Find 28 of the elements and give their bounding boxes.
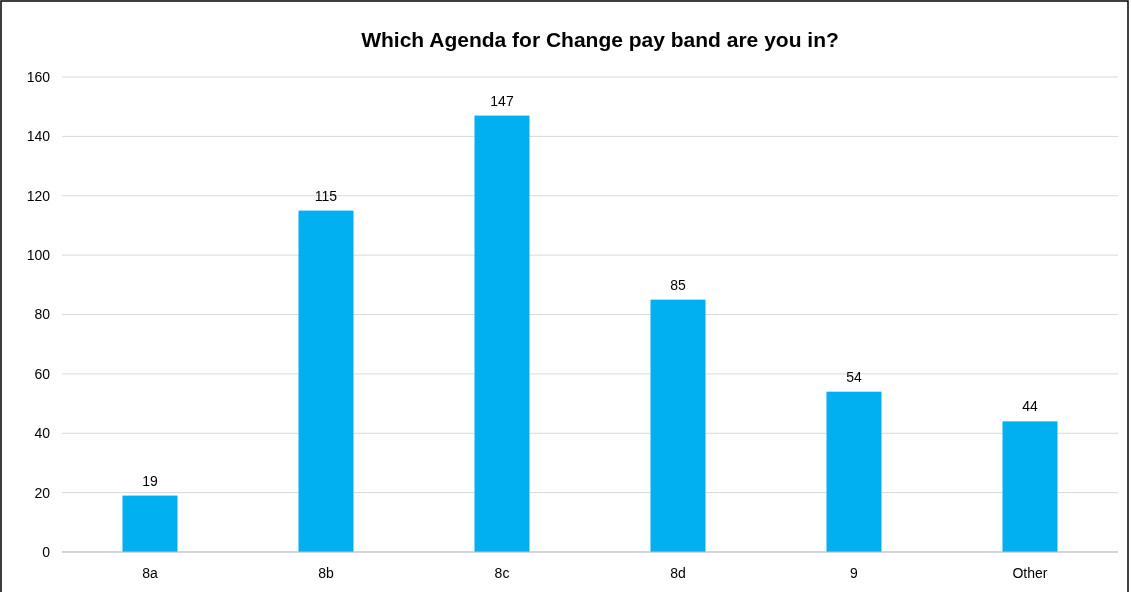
bar	[474, 115, 530, 552]
data-label: 54	[846, 368, 862, 385]
y-tick-label: 0	[42, 543, 51, 560]
x-tick-label: 8d	[670, 565, 686, 581]
y-tick-label: 160	[26, 68, 51, 85]
y-tick-label: 40	[34, 425, 51, 442]
bar	[826, 391, 882, 552]
x-tick-label: 8b	[318, 565, 334, 581]
x-tick-label: 8c	[494, 565, 510, 581]
bar	[122, 495, 178, 552]
y-tick-label: 120	[26, 187, 51, 204]
y-tick-label: 80	[34, 306, 51, 323]
data-label: 115	[314, 187, 338, 204]
y-tick-label: 140	[26, 128, 51, 145]
data-label: 44	[1022, 398, 1038, 415]
bar	[650, 299, 706, 552]
y-tick-label: 60	[34, 365, 51, 382]
y-tick-label: 100	[26, 247, 51, 264]
data-label: 147	[490, 92, 514, 109]
data-label: 19	[142, 472, 158, 489]
data-label: 85	[670, 276, 686, 293]
bar	[1002, 421, 1058, 552]
chart-title: Which Agenda for Change pay band are you in?	[361, 28, 839, 51]
y-tick-label: 20	[34, 484, 51, 501]
x-tick-label: 9	[850, 565, 859, 581]
x-tick-label: 8a	[142, 565, 158, 581]
x-tick-label: Other	[1012, 565, 1048, 581]
bar	[298, 210, 354, 552]
